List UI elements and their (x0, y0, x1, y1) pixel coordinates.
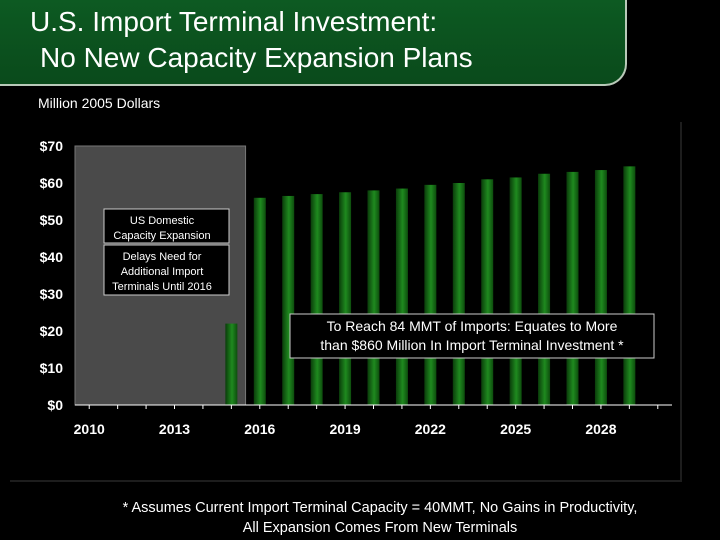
bar-2021 (395, 188, 408, 405)
y-tick-label: $40 (40, 249, 64, 265)
bar-2024 (481, 179, 494, 405)
footnote-line2: All Expansion Comes From New Terminals (242, 520, 518, 536)
bar-2029 (623, 166, 636, 405)
y-tick-label: $20 (40, 323, 64, 339)
page-title-line2: No New Capacity Expansion Plans (40, 42, 473, 73)
x-tick-label: 2028 (585, 421, 616, 437)
x-tick-label: 2022 (415, 421, 446, 437)
y-tick-label: $50 (40, 212, 64, 228)
footnote: * Assumes Current Import Terminal Capaci… (60, 498, 700, 538)
annotation-box-domestic-capacity (103, 208, 230, 244)
bar-2028 (594, 170, 607, 405)
annotation-investment-line2: than $860 Million In Import Terminal Inv… (320, 337, 624, 353)
y-tick-label: $60 (40, 175, 64, 191)
bar-2018 (310, 194, 323, 405)
bar-2016 (253, 197, 266, 405)
page-title-line1: U.S. Import Terminal Investment: (30, 6, 438, 37)
x-tick-label: 2025 (500, 421, 531, 437)
annotation-box-delays (103, 244, 230, 296)
x-tick-label: 2010 (74, 421, 105, 437)
x-tick-label: 2013 (159, 421, 190, 437)
annotation-delays-line1: Delays Need for (123, 251, 202, 263)
bar-2020 (367, 190, 380, 405)
annotation-investment-line1: To Reach 84 MMT of Imports: Equates to M… (327, 318, 618, 334)
annotation-box-investment (289, 313, 655, 359)
bar-2026 (538, 173, 551, 405)
bar-2015 (225, 323, 238, 405)
y-tick-label: $30 (40, 286, 64, 302)
title-band (0, 0, 627, 86)
annotation-domestic-line1: US Domestic (130, 215, 195, 227)
y-tick-label: $0 (47, 397, 63, 413)
bar-2017 (282, 195, 295, 405)
annotation-domestic-line2: Capacity Expansion (113, 230, 210, 242)
x-tick-label: 2016 (244, 421, 275, 437)
annotation-delays-line2: Additional Import (121, 266, 204, 278)
bar-2027 (566, 171, 579, 405)
bar-2019 (339, 192, 352, 405)
y-tick-label: $10 (40, 360, 64, 376)
footnote-line1: * Assumes Current Import Terminal Capaci… (122, 500, 638, 516)
annotation-delays-line3: Terminals Until 2016 (112, 281, 212, 293)
bar-2025 (509, 177, 522, 405)
bar-2022 (424, 184, 437, 405)
bar-2023 (452, 183, 465, 405)
units-label: Million 2005 Dollars (38, 95, 161, 111)
x-tick-label: 2019 (329, 421, 360, 437)
y-tick-label: $70 (40, 138, 64, 154)
